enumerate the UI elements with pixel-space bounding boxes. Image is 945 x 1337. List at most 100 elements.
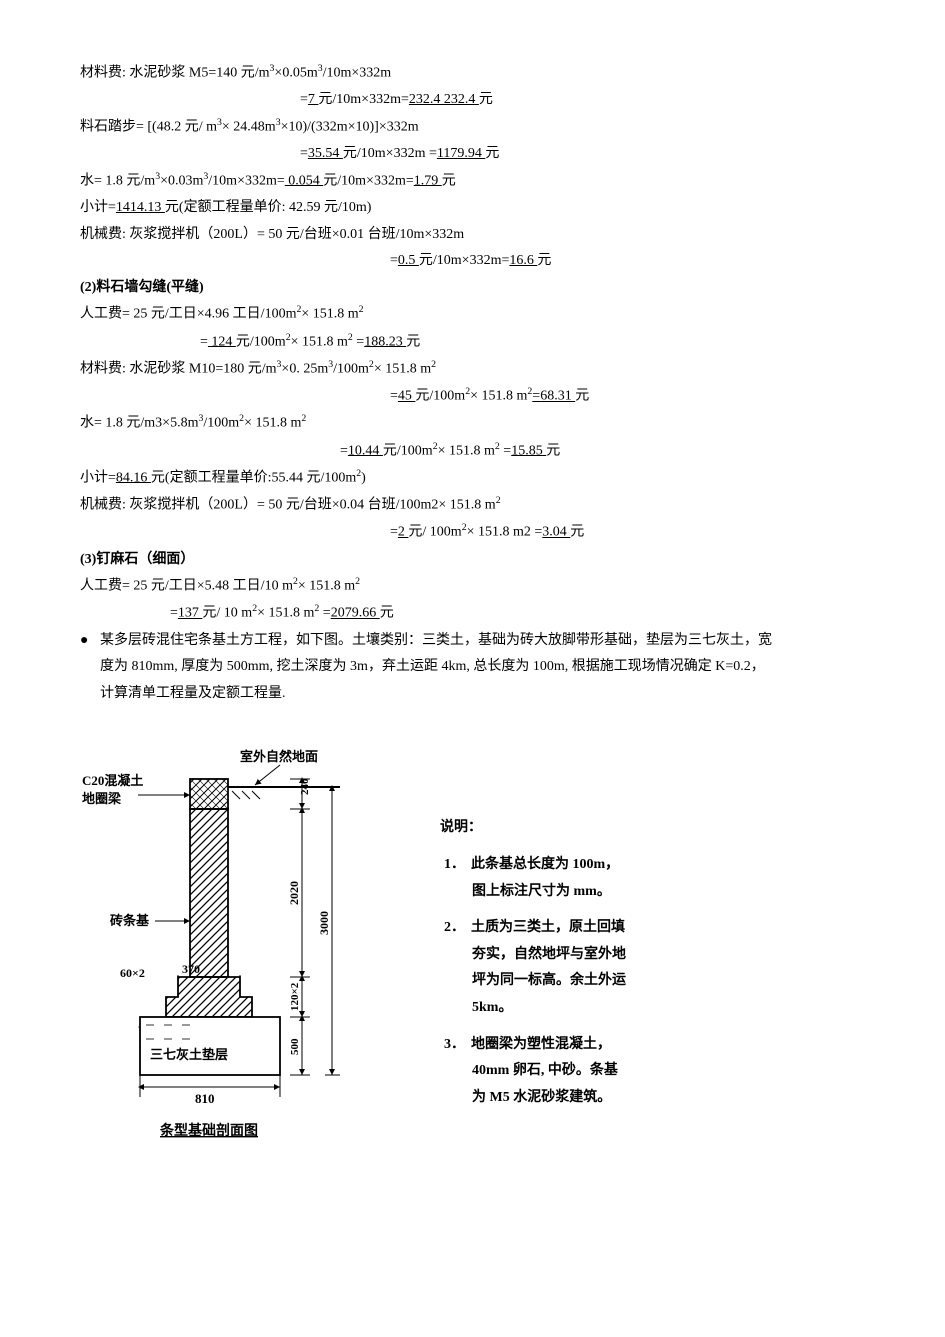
text: 料石踏步= [(48.2 元/ m <box>80 120 217 135</box>
calc-line: =0.5 元/10m×332m=16.6 元 <box>80 248 865 275</box>
calc-line: 材料费: 水泥砂浆 M10=180 元/m3×0. 25m3/100m2× 15… <box>80 356 865 383</box>
text: = <box>500 443 511 458</box>
text: = <box>340 443 348 458</box>
problem-bullet: 某多层砖混住宅条基土方工程，如下图。土壤类别：三类土，基础为砖大放脚带形基础，垫… <box>80 628 865 655</box>
text: 小计= <box>80 470 116 485</box>
notes: 说明： 1．此条基总长度为 100m，图上标注尺寸为 mm。 2．土质为三类土，… <box>440 725 865 1176</box>
text: 机械费: 灰浆搅拌机（200L）= 50 元/台班×0.04 台班/100m2×… <box>80 498 496 513</box>
underline-value: 137 <box>178 606 203 621</box>
text: 元 <box>479 92 493 107</box>
figure-area: 室外自然地面 C20混凝土 地圈梁 砖条基 60×2 370 <box>80 725 865 1176</box>
text: 元 <box>442 173 456 188</box>
underline-value: 232.4 232.4 <box>409 92 479 107</box>
text: ) <box>361 470 366 485</box>
text: 材料费: 水泥砂浆 M10=180 元/m <box>80 361 277 376</box>
underline-value: 124 <box>208 334 236 349</box>
underline-value: 68.31 <box>540 389 575 404</box>
section-title: (2)料石墙勾缝(平缝) <box>80 275 865 302</box>
text: 元/10m×332m= <box>318 92 408 107</box>
note-item: 2．土质为三类土，原土回填夯实，自然地坪与室外地坪为同一标高。余土外运5km。 <box>472 915 865 1021</box>
text: = <box>319 606 330 621</box>
dim-3000: 3000 <box>317 911 331 935</box>
text: = <box>390 525 398 540</box>
calc-line: 人工费= 25 元/工日×4.96 工日/100m2× 151.8 m2 <box>80 301 865 328</box>
dim-120: 120×2 <box>289 983 301 1012</box>
problem-text: 某多层砖混住宅条基土方工程，如下图。土壤类别：三类土，基础为砖大放脚带形基础，垫… <box>100 633 772 648</box>
calc-line: 水= 1.8 元/m3×0.03m3/10m×332m= 0.054 元/10m… <box>80 168 865 195</box>
underline-value: 16.6 <box>509 253 537 268</box>
text: 元(定额工程量单价: 42.59 元/10m) <box>165 200 372 215</box>
calc-line: 机械费: 灰浆搅拌机（200L）= 50 元/台班×0.01 台班/10m×33… <box>80 222 865 249</box>
text: 材料费: 水泥砂浆 M5=140 元/m <box>80 66 270 81</box>
text: = <box>200 334 208 349</box>
text: 元/100m <box>236 334 286 349</box>
underline-value: 84.16 <box>116 470 151 485</box>
calc-line: =137 元/ 10 m2× 151.8 m2 =2079.66 元 <box>80 600 865 627</box>
text: 元 <box>380 606 394 621</box>
text: ×0.05m <box>274 66 317 81</box>
text: 元/100m <box>383 443 433 458</box>
text: /10m×332m <box>323 66 392 81</box>
text: 人工费= 25 元/工日×4.96 工日/100m <box>80 307 296 322</box>
note-item: 1．此条基总长度为 100m，图上标注尺寸为 mm。 <box>472 852 865 905</box>
text: 机械费: 灰浆搅拌机（200L）= 50 元/台班×0.01 台班/10m×33… <box>80 227 464 242</box>
calc-line: =2 元/ 100m2× 151.8 m2 =3.04 元 <box>80 519 865 546</box>
underline-value: 188.23 <box>364 334 406 349</box>
calc-line: 人工费= 25 元/工日×5.48 工日/10 m2× 151.8 m2 <box>80 573 865 600</box>
text: = <box>300 92 308 107</box>
calc-line: 水= 1.8 元/m3×5.8m3/100m2× 151.8 m2 <box>80 410 865 437</box>
calc-line: =10.44 元/100m2× 151.8 m2 =15.85 元 <box>80 438 865 465</box>
text: ×0.03m <box>160 173 203 188</box>
section-title: (3)钉麻石（细面） <box>80 547 865 574</box>
text: ×0. 25m <box>281 361 328 376</box>
text: × 151.8 m <box>298 579 355 594</box>
underline-value: 2079.66 <box>331 606 380 621</box>
text: × 24.48m <box>222 120 276 135</box>
text: 元 <box>570 525 584 540</box>
text: 元 <box>546 443 560 458</box>
underline-value: 7 <box>308 92 319 107</box>
problem-text: 计算清单工程量及定额工程量. <box>80 681 865 708</box>
underline-value: 15.85 <box>511 443 546 458</box>
underline-value: 35.54 <box>308 146 343 161</box>
text: 人工费= 25 元/工日×5.48 工日/10 m <box>80 579 293 594</box>
label-beam1: C20混凝土 <box>82 773 143 788</box>
underline-value: 1414.13 <box>116 200 165 215</box>
text: 元(定额工程量单价:55.44 元/100m <box>151 470 356 485</box>
text: = <box>390 253 398 268</box>
dim-240: 240 <box>299 778 311 795</box>
text: 元 <box>537 253 551 268</box>
underline-value: 45 <box>398 389 416 404</box>
label-810: 810 <box>195 1091 215 1106</box>
label-ground: 室外自然地面 <box>240 749 318 764</box>
note-item: 3．地圈梁为塑性混凝土，40mm 卵石, 中砂。条基为 M5 水泥砂浆建筑。 <box>472 1032 865 1112</box>
label-brick: 砖条基 <box>110 913 150 928</box>
text: 元 <box>406 334 420 349</box>
diagram-caption: 条型基础剖面图 <box>159 1122 258 1139</box>
underline-value: 2 <box>398 525 409 540</box>
text: × 151.8 m <box>257 606 314 621</box>
calc-line: 小计=1414.13 元(定额工程量单价: 42.59 元/10m) <box>80 195 865 222</box>
calc-line: =45 元/100m2× 151.8 m2=68.31 元 <box>80 383 865 410</box>
text: = <box>353 334 364 349</box>
text: 元/10m×332m= <box>323 173 413 188</box>
text: 元/100m <box>415 389 465 404</box>
calc-line: =7 元/10m×332m=232.4 232.4 元 <box>80 87 865 114</box>
calc-line: 机械费: 灰浆搅拌机（200L）= 50 元/台班×0.04 台班/100m2×… <box>80 492 865 519</box>
text: 元/ 100m <box>408 525 461 540</box>
underline-value: 0.054 <box>285 173 324 188</box>
text: × 151.8 m <box>438 443 495 458</box>
text: = <box>390 389 398 404</box>
text: 元 <box>485 146 499 161</box>
text: = <box>170 606 178 621</box>
text: 水= 1.8 元/m3×5.8m <box>80 416 198 431</box>
text: 元/ 10 m <box>202 606 252 621</box>
underline-value: 1179.94 <box>437 146 485 161</box>
label-60x2: 60×2 <box>120 966 145 980</box>
text: 小计= <box>80 200 116 215</box>
text: 元 <box>575 389 589 404</box>
text: × 151.8 m <box>291 334 348 349</box>
dim-2020: 2020 <box>287 881 301 905</box>
text: × 151.8 m2 = <box>467 525 543 540</box>
text: /10m×332m= <box>208 173 284 188</box>
